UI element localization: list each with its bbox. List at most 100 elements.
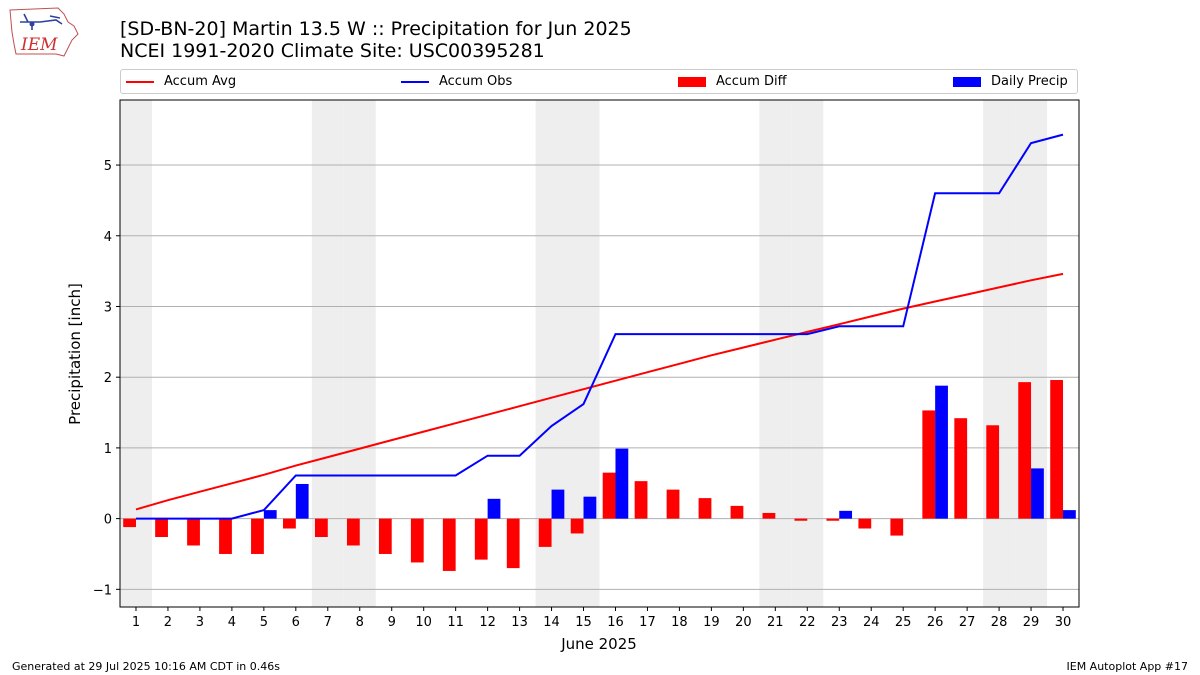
legend-swatch-daily-precip [953, 76, 981, 87]
series-lines [135, 133, 1064, 520]
iem-logo: IEM [9, 7, 79, 57]
y-tick-label-3: 3 [104, 300, 112, 315]
y-tick-label-4: 4 [104, 230, 112, 245]
x-tick-label-17: 17 [639, 615, 656, 630]
daily-precip-bar-15 [583, 496, 597, 519]
iowa-outline-icon [9, 7, 79, 57]
y-tick-label-2: 2 [104, 371, 112, 386]
x-tick-label-25: 25 [895, 615, 912, 630]
legend-item-accum-avg: Accum Avg [126, 70, 236, 93]
accum-diff-bar-15 [570, 518, 584, 534]
accum-diff-bar-20 [730, 505, 744, 519]
daily-precip-bar-12 [487, 498, 501, 519]
chart-title: [SD-BN-20] Martin 13.5 W :: Precipitatio… [120, 18, 632, 40]
legend-label-accum-obs: Accum Obs [439, 74, 513, 89]
daily-precip-bar-30 [1063, 510, 1076, 519]
x-tick-label-13: 13 [511, 615, 528, 630]
legend-item-daily-precip: Daily Precip [953, 70, 1068, 93]
x-tick-label-28: 28 [991, 615, 1008, 630]
daily-precip-bar-29 [1031, 468, 1044, 519]
logo-text: IEM [20, 35, 58, 55]
legend-label-accum-avg: Accum Avg [164, 74, 237, 89]
x-tick-label-29: 29 [1023, 615, 1040, 630]
accum-diff-bar-10 [410, 518, 424, 563]
footer-generated-text: Generated at 29 Jul 2025 10:16 AM CDT in… [12, 660, 280, 673]
accum-obs-line [136, 133, 1064, 520]
legend-item-accum-diff: Accum Diff [678, 70, 787, 93]
accum-diff-bar-5 [251, 518, 264, 554]
x-tick-label-4: 4 [228, 615, 236, 630]
y-axis-label: Precipitation [inch] [66, 283, 84, 425]
x-tick-label-26: 26 [927, 615, 944, 630]
daily-precip-bar-26 [935, 385, 948, 519]
x-tick-label-19: 19 [703, 615, 720, 630]
y-tick-label-1: 1 [104, 442, 112, 457]
x-tick-label-5: 5 [260, 615, 268, 630]
accum-diff-bar-29 [1018, 382, 1032, 519]
x-tick-label-18: 18 [671, 615, 688, 630]
legend-label-daily-precip: Daily Precip [991, 74, 1068, 89]
daily-precip-bar-14 [551, 489, 565, 519]
daily-precip-bar-23 [839, 510, 853, 519]
accum-diff-bar-4 [219, 518, 232, 554]
x-tick-label-22: 22 [799, 615, 816, 630]
x-axis-label: June 2025 [560, 635, 637, 653]
x-tick-label-21: 21 [767, 615, 784, 630]
x-tick-label-9: 9 [388, 615, 396, 630]
accum-diff-bar-23 [826, 518, 840, 521]
accum-diff-bar-27 [954, 418, 968, 519]
legend-swatch-accum-diff [678, 76, 706, 87]
accum-diff-bar-13 [506, 518, 520, 569]
accum-diff-bar-18 [666, 489, 680, 519]
weekend-band-1 [120, 100, 152, 607]
y-tick-label-5: 5 [104, 159, 112, 174]
accum-diff-bar-17 [634, 481, 648, 519]
x-tick-label-23: 23 [831, 615, 848, 630]
accum-diff-bar-12 [474, 518, 488, 560]
accum-diff-bar-21 [762, 512, 776, 519]
accum-diff-bar-11 [442, 518, 456, 571]
daily-precip-bar-6 [295, 483, 309, 519]
x-tick-label-3: 3 [196, 615, 204, 630]
x-tick-label-10: 10 [415, 615, 432, 630]
accum-diff-bar-25 [890, 518, 904, 536]
bars [123, 380, 1076, 571]
weather-station-icon [20, 13, 63, 30]
x-tick-label-20: 20 [735, 615, 752, 630]
accum-diff-bar-14 [538, 518, 552, 547]
accum-diff-bar-22 [794, 518, 808, 521]
x-tick-label-30: 30 [1055, 615, 1072, 630]
y-tick-label-0: 0 [104, 513, 112, 528]
accum-diff-bar-28 [986, 425, 1000, 519]
accum-diff-bar-8 [346, 518, 360, 546]
accum-diff-bar-16 [602, 472, 616, 519]
accum-diff-bar-30 [1050, 380, 1064, 519]
legend-swatch-accum-obs [401, 80, 429, 83]
x-tick-label-2: 2 [164, 615, 172, 630]
station-dot-icon [29, 21, 35, 27]
accum-diff-bar-7 [314, 518, 328, 537]
weekend-bands [120, 100, 1048, 607]
chart-subtitle: NCEI 1991-2020 Climate Site: USC00395281 [120, 40, 545, 62]
chart-legend: Accum Avg Accum Obs Accum Diff Daily Pre… [120, 69, 1078, 94]
daily-precip-bar-16 [615, 448, 629, 519]
x-tick-label-11: 11 [447, 615, 464, 630]
y-tick-label--1: −1 [93, 583, 112, 598]
accum-diff-bar-3 [187, 518, 200, 546]
x-tick-label-12: 12 [479, 615, 496, 630]
footer-app-text: IEM Autoplot App #17 [1066, 660, 1189, 673]
accum-diff-bar-9 [378, 518, 392, 554]
weekend-band-22 [791, 100, 824, 607]
x-tick-label-1: 1 [132, 615, 140, 630]
weekend-band-29 [1015, 100, 1048, 607]
accum-diff-bar-26 [922, 410, 936, 519]
accum-diff-bar-6 [283, 518, 296, 529]
accum-diff-bar-19 [698, 498, 712, 519]
legend-item-accum-obs: Accum Obs [401, 70, 512, 93]
grid-lines [120, 164, 1079, 590]
x-tick-label-6: 6 [292, 615, 300, 630]
x-tick-label-7: 7 [324, 615, 332, 630]
accum-diff-bar-24 [858, 518, 872, 529]
